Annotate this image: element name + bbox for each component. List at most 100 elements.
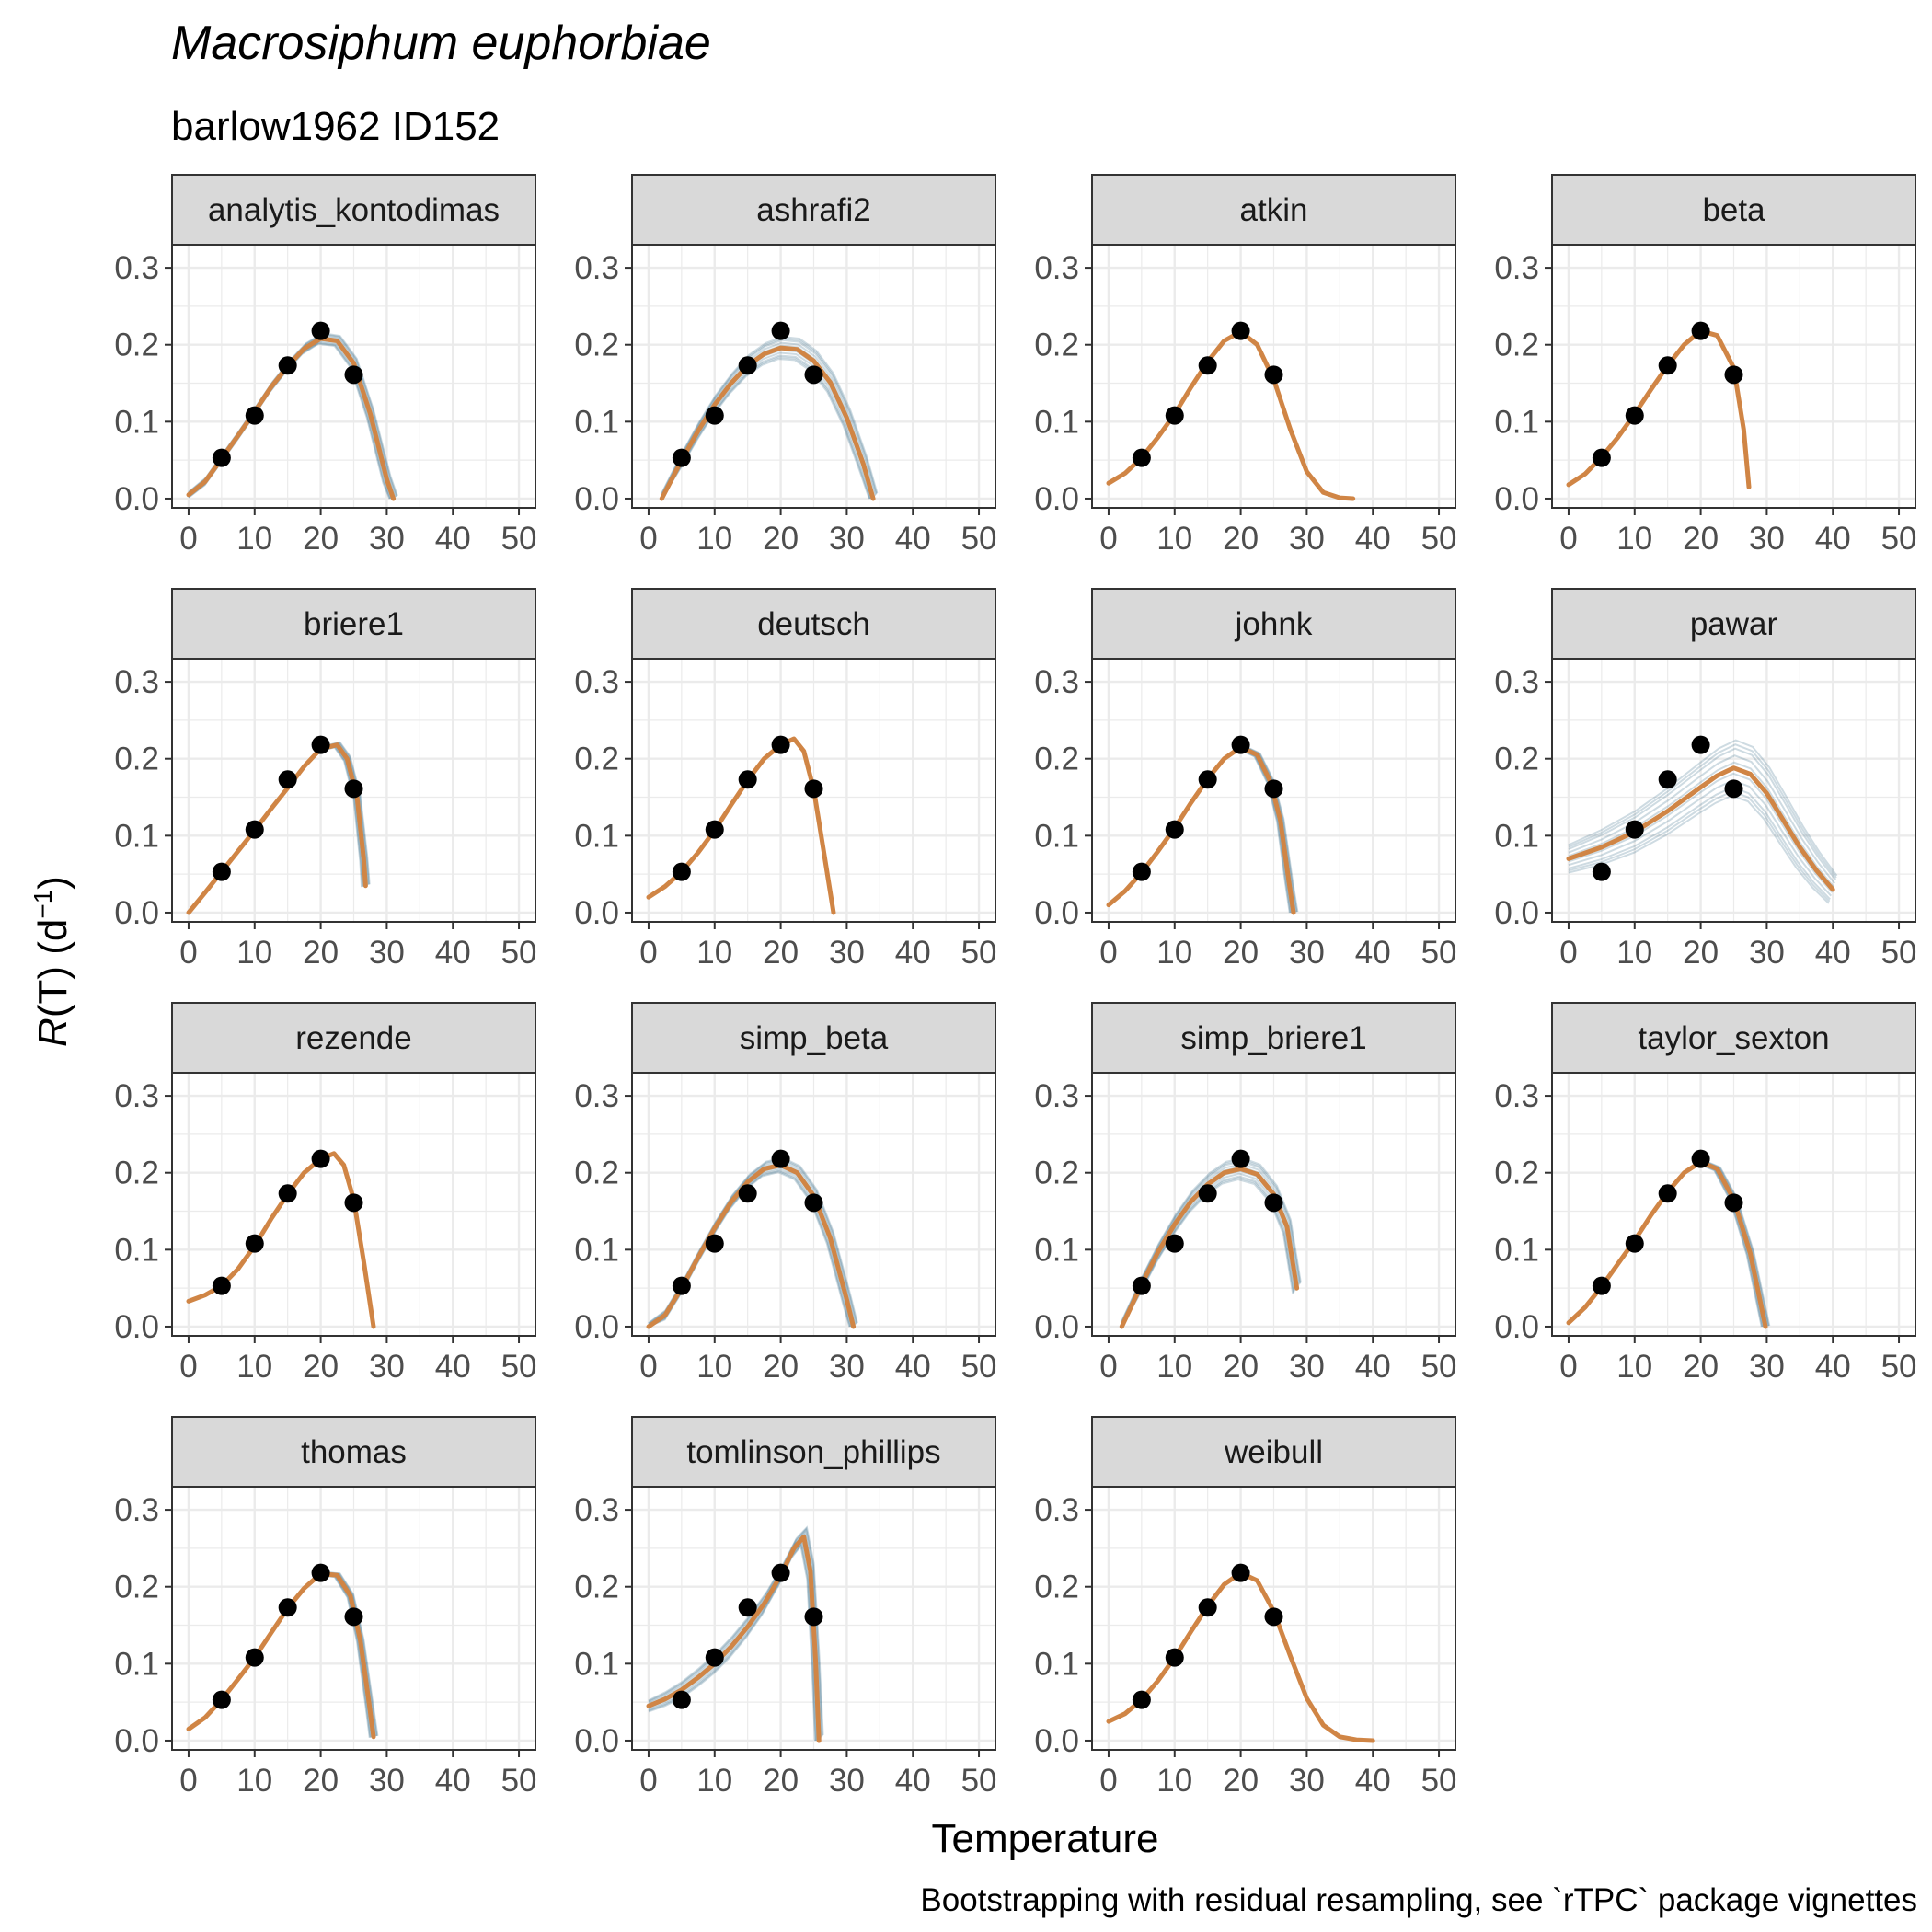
- y-tick-label: 0.1: [1494, 404, 1539, 440]
- y-tick-label: 0.3: [114, 1078, 159, 1114]
- x-tick-label: 0: [639, 521, 657, 557]
- x-tick-label: 50: [501, 935, 537, 971]
- y-tick-label: 0.0: [574, 895, 619, 931]
- strip-background: [1091, 1002, 1456, 1074]
- panel-briere1: briere1 0.0 0.1 0.2 0.3 0 10 20 30 40 50: [114, 588, 537, 971]
- data-point: [212, 1690, 231, 1709]
- data-point: [1691, 1149, 1710, 1168]
- y-tick-label: 0.0: [1494, 1309, 1539, 1345]
- panel-border: [1551, 244, 1916, 509]
- y-tick-label: 0.3: [1494, 664, 1539, 700]
- data-point: [738, 770, 757, 789]
- data-point: [672, 1276, 691, 1295]
- x-tick-label: 10: [1156, 1763, 1192, 1799]
- x-tick-label: 40: [1355, 1349, 1391, 1385]
- panel-marks: [1106, 1563, 1375, 1743]
- panel-weibull: weibull 0.0 0.1 0.2 0.3 0 10 20 30 40 50: [1034, 1416, 1457, 1799]
- y-tick-label: 0.3: [114, 1492, 159, 1528]
- fitted-curve: [1106, 329, 1356, 501]
- data-point: [1592, 448, 1611, 467]
- y-tick-label: 0.0: [114, 481, 159, 517]
- y-tick-label: 0.3: [574, 250, 619, 286]
- bootstrap-line: [188, 1572, 374, 1738]
- x-tick-label: 10: [1616, 1349, 1652, 1385]
- strip-label: atkin: [1240, 192, 1308, 228]
- y-tick-label: 0.3: [1494, 1078, 1539, 1114]
- data-point: [771, 1563, 790, 1582]
- x-axis-title: Temperature: [931, 1816, 1158, 1861]
- strip-background: [1551, 174, 1916, 246]
- data-point: [311, 1149, 330, 1168]
- data-point: [1165, 820, 1184, 839]
- y-tick-label: 0.2: [574, 1570, 619, 1605]
- y-tick-label: 0.2: [574, 328, 619, 363]
- y-tick-label: 0.0: [114, 895, 159, 931]
- y-tick-label: 0.0: [574, 1723, 619, 1759]
- x-tick-label: 30: [1289, 521, 1325, 557]
- y-tick-label: 0.1: [574, 1232, 619, 1268]
- y-tick-label: 0.3: [574, 1078, 619, 1114]
- bootstrap-line: [1121, 1158, 1302, 1323]
- data-point: [1724, 779, 1743, 799]
- x-tick-label: 20: [303, 1763, 339, 1799]
- x-tick-label: 40: [1815, 521, 1851, 557]
- data-point: [1132, 1690, 1151, 1709]
- y-axis-title-r: R: [30, 1018, 75, 1047]
- data-point: [672, 448, 691, 467]
- data-point: [1658, 1184, 1677, 1203]
- x-tick-label: 20: [1683, 521, 1719, 557]
- y-tick-label: 0.3: [114, 664, 159, 700]
- bootstrap-line: [188, 742, 371, 913]
- bootstrap-line: [188, 1574, 372, 1738]
- data-point: [245, 820, 264, 839]
- data-point: [1198, 1598, 1217, 1617]
- panel-border: [631, 658, 996, 923]
- data-point: [212, 1276, 231, 1295]
- bootstrap-line: [188, 744, 365, 914]
- y-tick-label: 0.0: [114, 1309, 159, 1345]
- data-point: [1165, 1648, 1184, 1667]
- bootstrap-line: [188, 742, 368, 914]
- x-tick-label: 10: [1156, 521, 1192, 557]
- panel-marks: [186, 1149, 376, 1329]
- x-tick-label: 20: [763, 935, 799, 971]
- strip-label: simp_briere1: [1180, 1020, 1366, 1056]
- panel-marks: [1566, 735, 1838, 904]
- x-tick-label: 10: [1156, 935, 1192, 971]
- panel-border: [1091, 1072, 1456, 1337]
- y-tick-label: 0.1: [1034, 1646, 1079, 1682]
- data-point: [245, 1648, 264, 1667]
- panel-tomlinson_phillips: tomlinson_phillips 0.0 0.1 0.2 0.3 0 10 20 30 40 5…: [574, 1416, 997, 1799]
- y-tick-label: 0.0: [114, 1723, 159, 1759]
- y-tick-label: 0.0: [1034, 1723, 1079, 1759]
- x-tick-label: 0: [179, 521, 197, 557]
- strip-label: thomas: [301, 1434, 407, 1470]
- data-point: [771, 321, 790, 340]
- bootstrap-line: [1108, 744, 1298, 913]
- bootstrap-line: [661, 351, 873, 500]
- facet-panels: analytis_kontodimas 0.0 0.1 0.2 0.3 0 10 20 30 40…: [114, 174, 1917, 1799]
- data-point: [1198, 770, 1217, 789]
- y-tick-label: 0.1: [574, 818, 619, 854]
- strip-label: ashrafi2: [756, 192, 871, 228]
- panel-border: [171, 244, 536, 509]
- strip-background: [1091, 1416, 1456, 1488]
- panel-taylor_sexton: taylor_sexton 0.0 0.1 0.2 0.3 0 10 20 30 40 50: [1494, 1002, 1917, 1385]
- x-tick-label: 30: [829, 521, 865, 557]
- panel-marks: [1119, 1149, 1302, 1329]
- panel-marks: [1566, 321, 1752, 489]
- x-tick-label: 30: [1749, 521, 1785, 557]
- x-tick-label: 50: [961, 521, 997, 557]
- bootstrap-line: [188, 742, 369, 913]
- bootstrap-line: [661, 354, 872, 500]
- bootstrap-line: [188, 1574, 371, 1738]
- x-tick-label: 0: [1559, 935, 1577, 971]
- bootstrap-line: [1108, 744, 1299, 913]
- x-tick-label: 40: [895, 1349, 931, 1385]
- data-point: [344, 1607, 363, 1627]
- x-tick-label: 30: [829, 1349, 865, 1385]
- data-point: [705, 1234, 724, 1253]
- data-point: [1625, 820, 1644, 839]
- y-tick-label: 0.2: [1034, 328, 1079, 363]
- bootstrap-line: [188, 745, 363, 914]
